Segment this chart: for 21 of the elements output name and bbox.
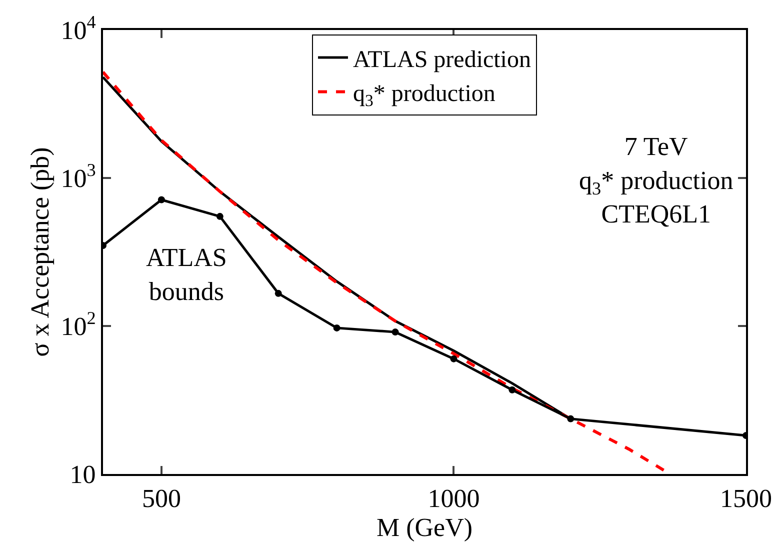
point [158,196,165,204]
y-tick-label: 10$^{2}$ [60,308,96,342]
point [333,324,340,332]
point [216,212,224,220]
x-tick-label: 500 [142,484,181,514]
legend-label: ATLAS prediction [353,46,531,73]
y-tick-label: 10$^{3}$ [60,160,96,194]
legend-label: q$_{3}$* production [353,81,496,110]
y-tick-label: 10 [70,460,96,490]
x-tick-label: 1000 [428,484,480,514]
y-axis-title: σ x Acceptance (pb) [26,147,55,357]
point [567,415,574,422]
point [274,290,282,297]
y-tick-label: 10$^{4}$ [60,12,96,46]
point [450,355,458,362]
point [392,328,399,336]
x-axis-title: M (GeV) [376,513,473,542]
text: 7 TeV q$_{3}$* production CTEQ6L1 [579,132,734,229]
annotation: ATLAS bounds [146,243,227,306]
x-tick-label: 1500 [720,484,772,514]
point [508,386,516,394]
